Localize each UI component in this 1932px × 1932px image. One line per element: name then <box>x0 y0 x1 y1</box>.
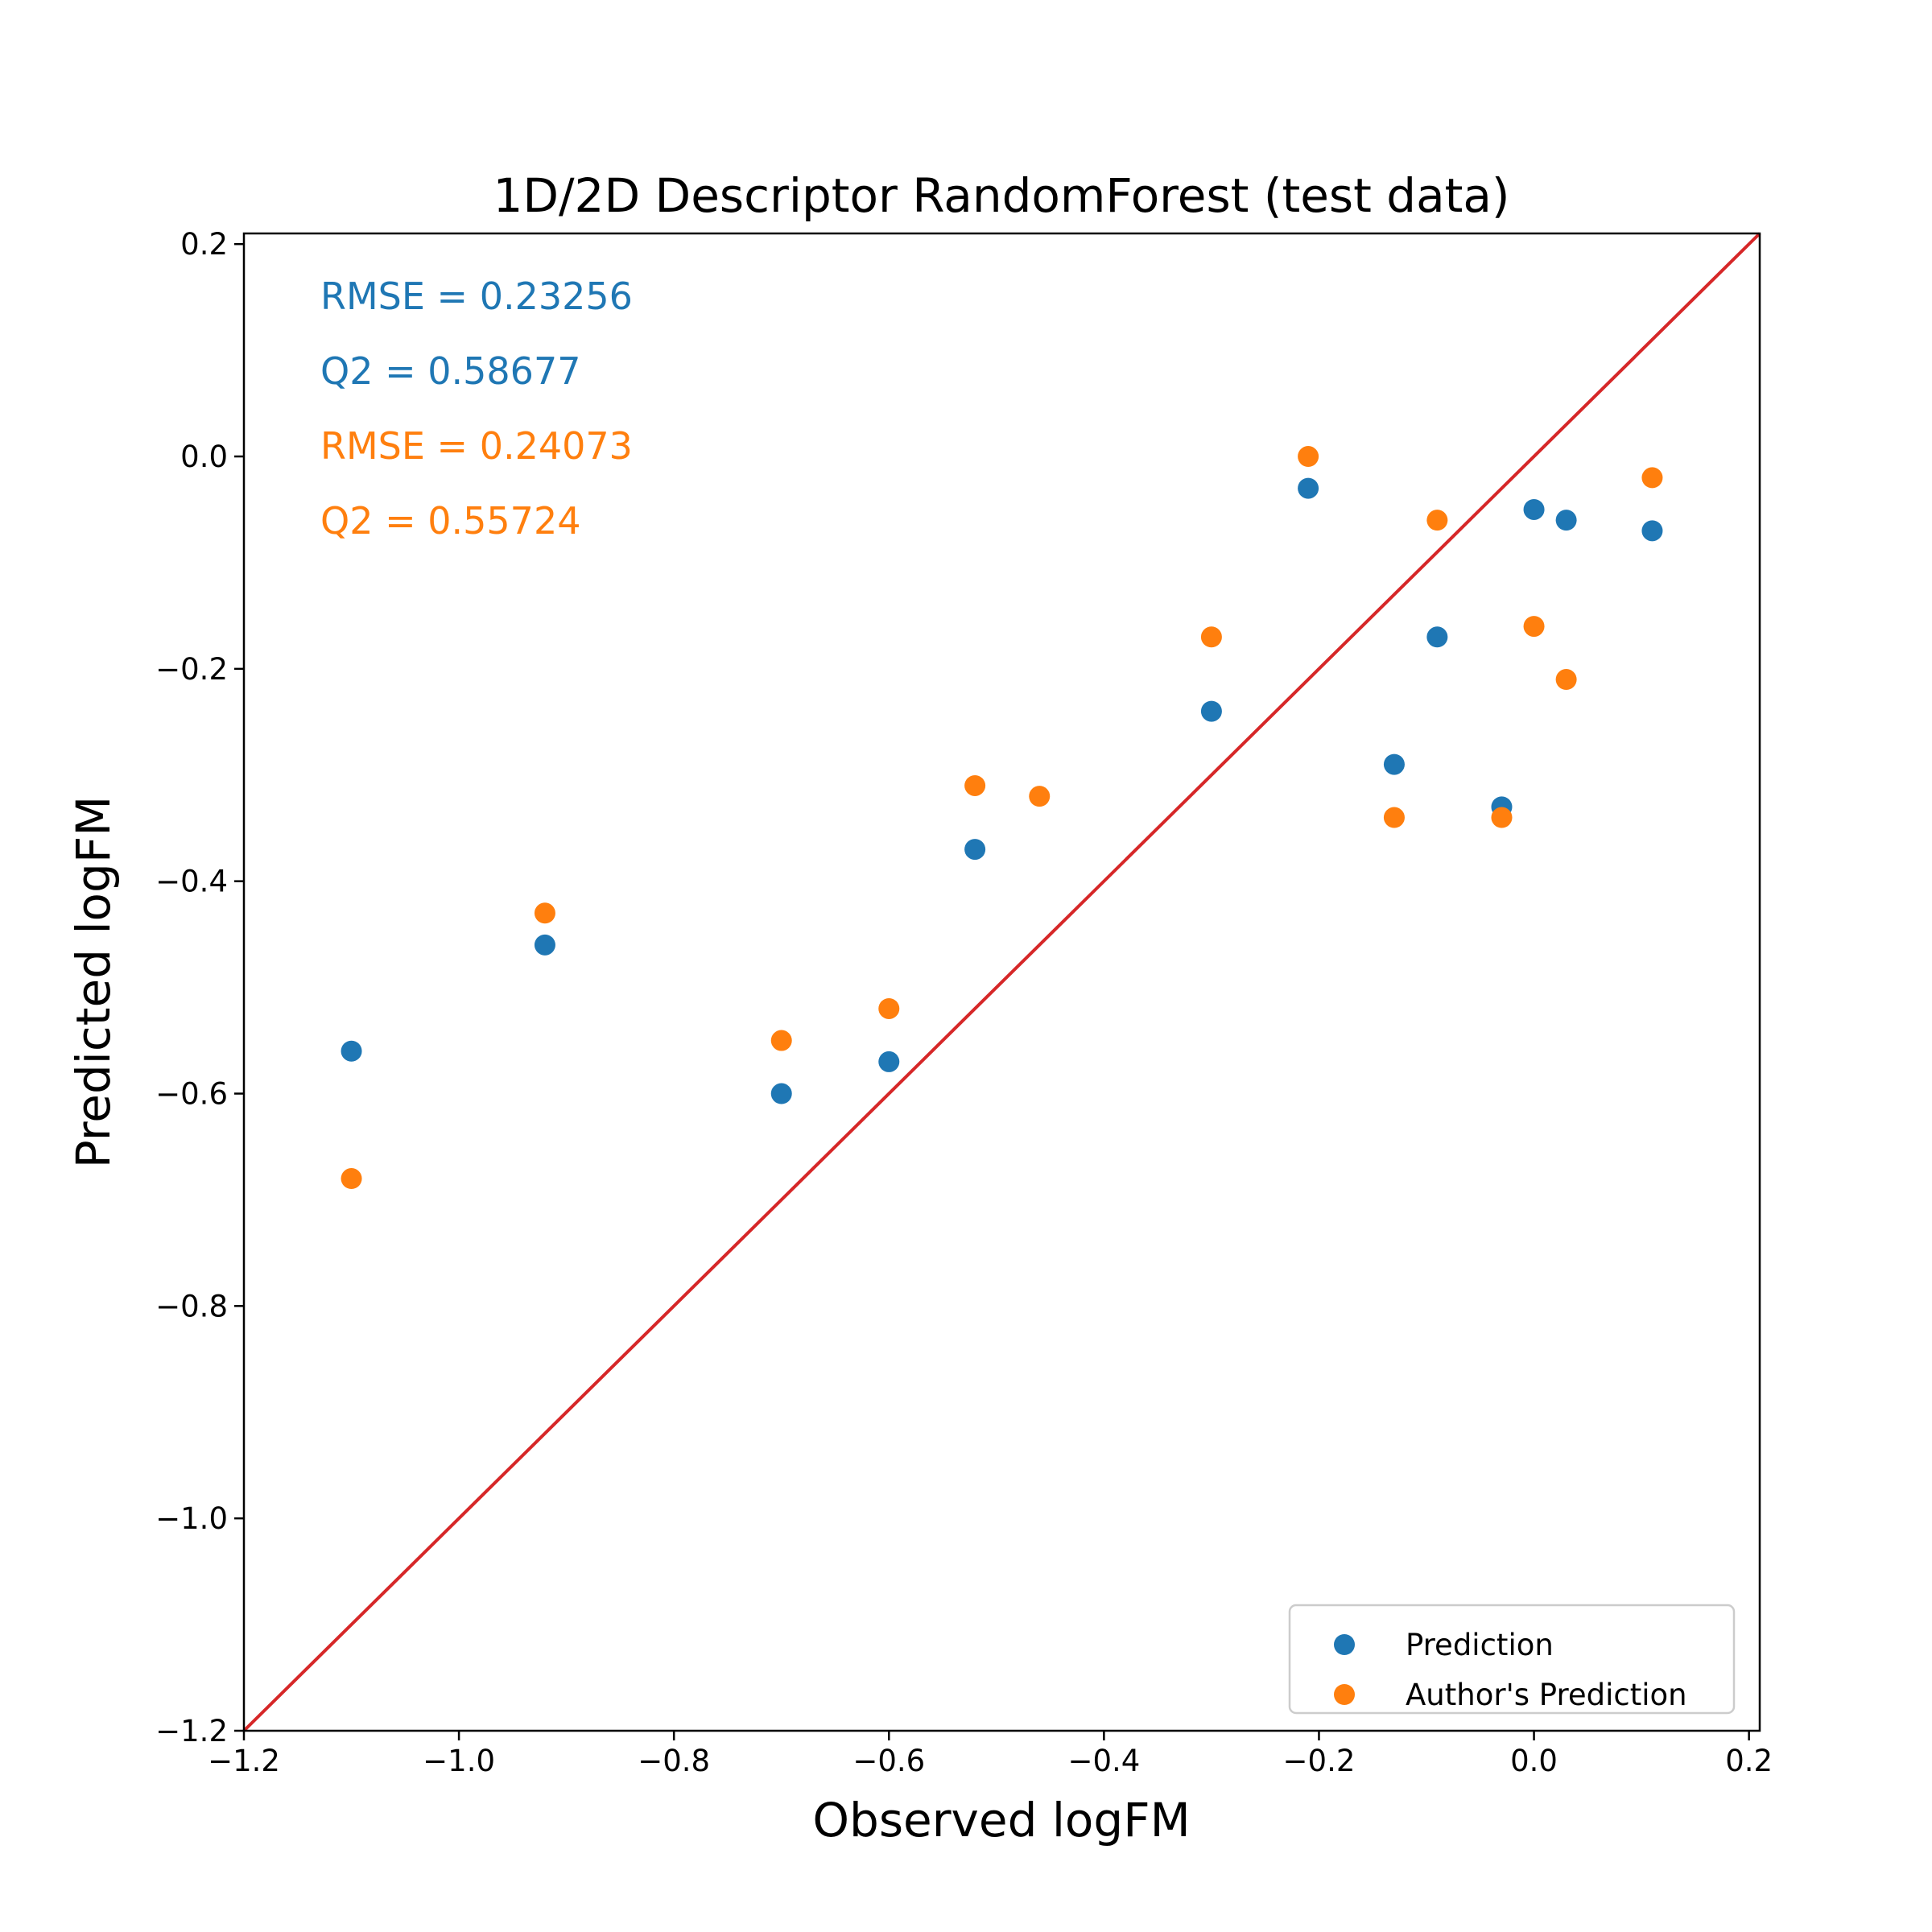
legend-frame <box>1288 1604 1736 1715</box>
y-tick-label: 0.2 <box>180 227 228 262</box>
point-series-0 <box>1298 477 1319 499</box>
legend-marker <box>1334 1684 1355 1705</box>
point-series-0 <box>1523 498 1545 520</box>
metric-annotation: Q2 = 0.55724 <box>320 499 580 543</box>
point-series-1 <box>964 774 986 796</box>
legend-label: Prediction <box>1406 1628 1554 1662</box>
x-axis-label: Observed logFM <box>812 1793 1190 1847</box>
x-tick-label: 0.0 <box>1510 1744 1558 1778</box>
point-series-0 <box>964 839 986 861</box>
legend-label: Author's Prediction <box>1406 1678 1687 1712</box>
point-series-1 <box>1523 616 1545 638</box>
legend-marker <box>1334 1634 1355 1655</box>
y-tick-label: −0.8 <box>155 1289 228 1323</box>
point-series-1 <box>1200 626 1222 648</box>
x-tick-label: −0.2 <box>1283 1744 1356 1778</box>
y-tick-label: 0.0 <box>180 440 228 474</box>
point-series-1 <box>1491 807 1513 828</box>
point-series-1 <box>1641 467 1663 489</box>
x-tick-label: −0.4 <box>1067 1744 1140 1778</box>
chart-title: 1D/2D Descriptor RandomForest (test data… <box>493 168 1509 223</box>
point-series-0 <box>341 1040 362 1062</box>
point-series-0 <box>878 1051 900 1072</box>
point-series-1 <box>878 997 900 1019</box>
plot-frame <box>242 232 1761 1732</box>
point-series-1 <box>534 902 555 924</box>
tick-group: −1.2 −1.0 −0.8 −0.6 −0.4 −0.2 0.0 0.2 −1.2 −1.0 −0… <box>155 227 1773 1778</box>
point-series-1 <box>1298 446 1319 468</box>
point-series-0 <box>1555 510 1577 531</box>
metric-annotation: RMSE = 0.23256 <box>320 275 633 318</box>
x-tick-label: −0.6 <box>852 1744 925 1778</box>
legend: Prediction Author's Prediction <box>1288 1604 1736 1715</box>
points-group <box>341 446 1663 1190</box>
y-axis-label: Predicted logFM <box>66 796 121 1169</box>
point-series-0 <box>1426 626 1448 648</box>
point-series-0 <box>1641 520 1663 542</box>
point-series-0 <box>534 934 555 956</box>
x-tick-label: −1.2 <box>208 1744 280 1778</box>
y-tick-label: −0.6 <box>155 1077 228 1112</box>
annotations-group: RMSE = 0.23256 Q2 = 0.58677 RMSE = 0.24073… <box>320 275 633 543</box>
point-series-0 <box>770 1083 792 1104</box>
y-tick-label: −1.2 <box>155 1714 228 1748</box>
metric-annotation: RMSE = 0.24073 <box>320 424 633 468</box>
reference-line <box>242 232 1761 1732</box>
point-series-0 <box>1200 700 1222 722</box>
y-tick-label: −0.4 <box>155 865 228 899</box>
x-tick-label: −1.0 <box>423 1744 495 1778</box>
x-tick-label: −0.8 <box>638 1744 710 1778</box>
point-series-1 <box>1555 669 1577 691</box>
point-series-1 <box>341 1168 362 1190</box>
metric-annotation: Q2 = 0.58677 <box>320 349 580 393</box>
x-tick-label: 0.2 <box>1725 1744 1773 1778</box>
y-tick-label: −1.0 <box>155 1501 228 1536</box>
point-series-1 <box>1426 510 1448 531</box>
point-series-1 <box>1383 807 1405 828</box>
point-series-1 <box>1029 786 1051 807</box>
point-series-1 <box>770 1030 792 1051</box>
point-series-0 <box>1383 753 1405 775</box>
y-tick-label: −0.2 <box>155 652 228 687</box>
